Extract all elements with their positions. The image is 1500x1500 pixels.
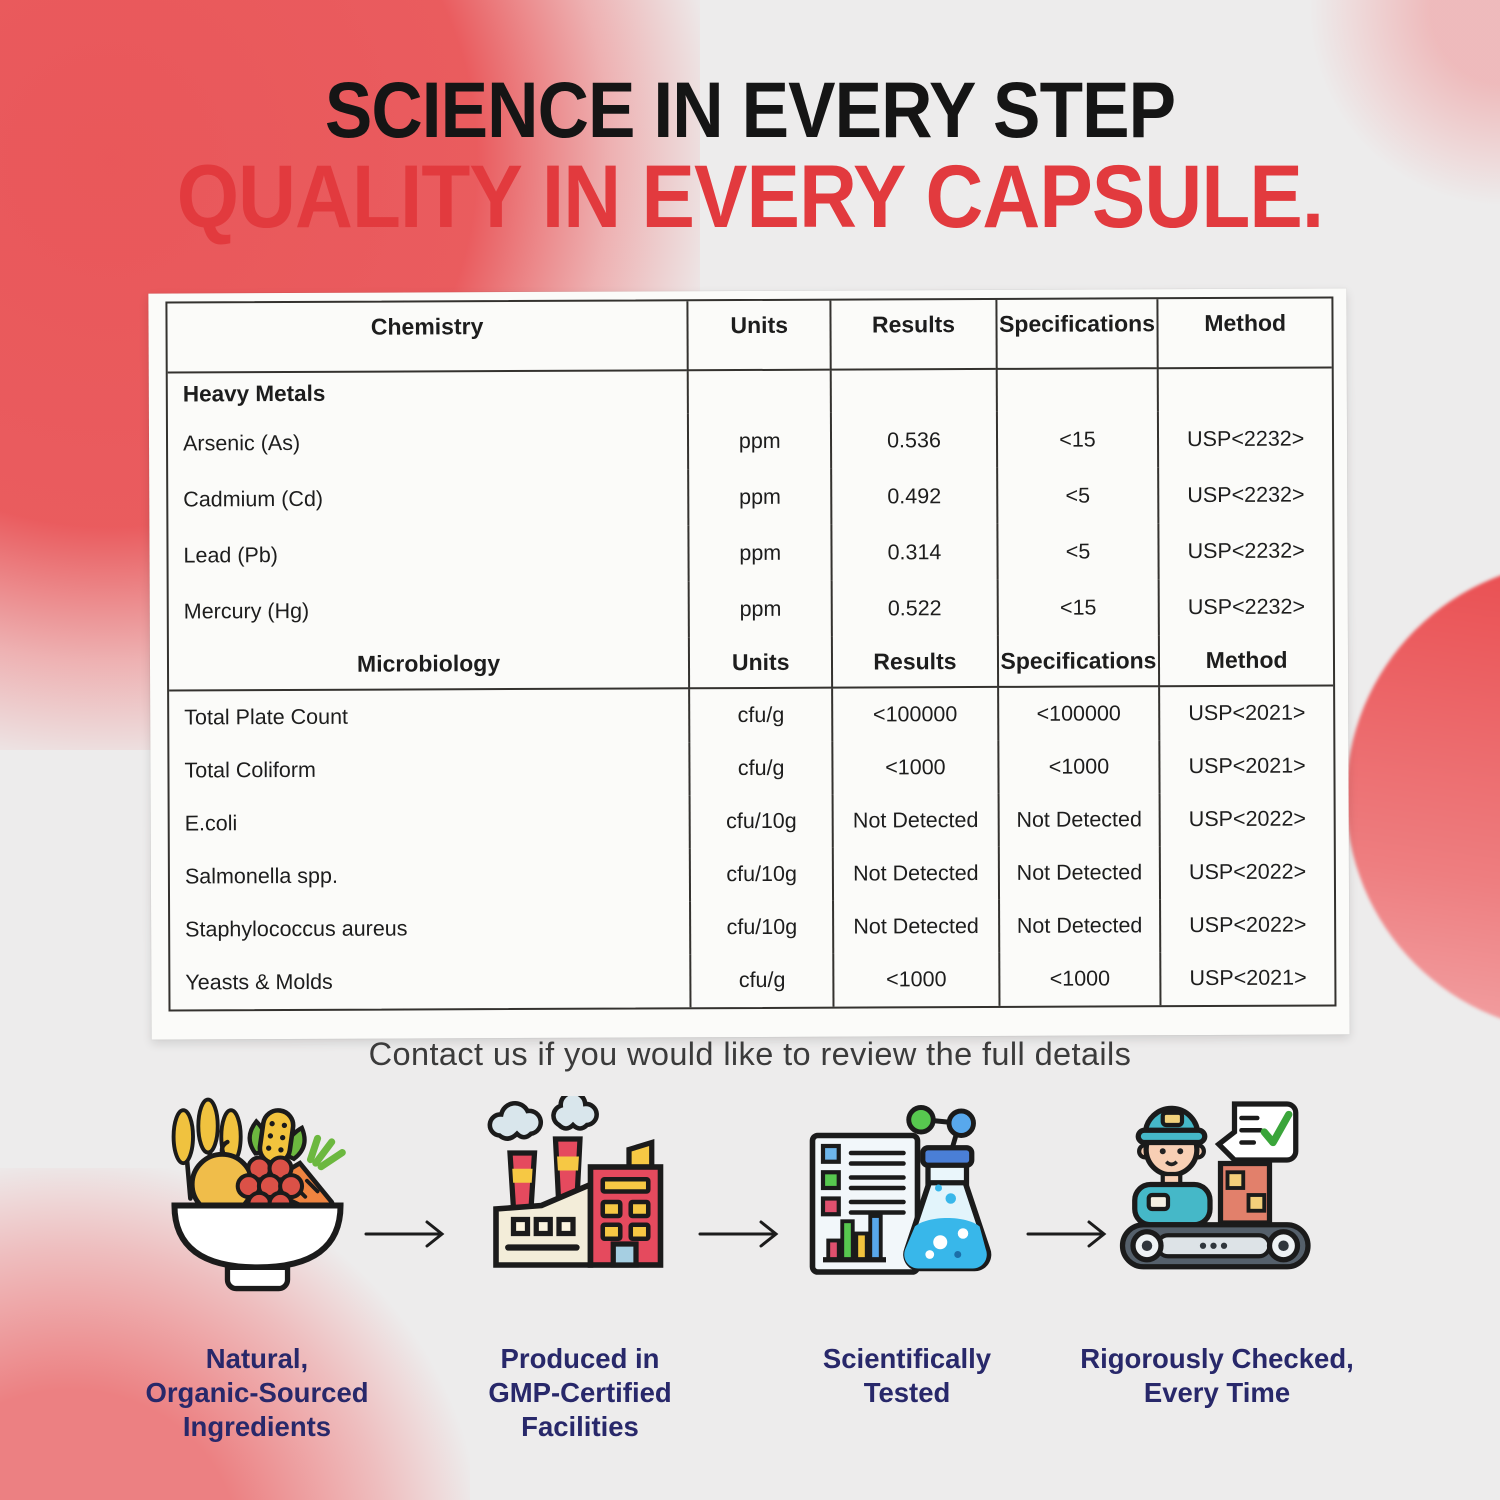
step-scientifically-tested: Scientifically Tested: [762, 1096, 1052, 1410]
table-cell: Mercury (Hg): [183, 598, 310, 623]
table-cell: cfu/g: [689, 953, 833, 1008]
table-group-label: [830, 369, 996, 413]
table-cell: 0.314: [830, 523, 997, 581]
table-cell: 0.536: [830, 411, 996, 469]
table-group-label: [686, 370, 831, 414]
table-cell: cfu/10g: [688, 847, 833, 902]
table-group-label: [995, 369, 1158, 412]
table-header-cell: Units: [686, 300, 831, 372]
table-cell: <5: [995, 523, 1159, 580]
step-gmp-facilities: Produced in GMP-Certified Facilities: [435, 1096, 725, 1444]
lab-report-paper: Chemistry Units Results Specifications Metho…: [148, 288, 1350, 1040]
table-cell: USP<2021>: [1158, 686, 1334, 741]
table-cell: <1000: [832, 952, 999, 1007]
table-cell: Not Detected: [832, 899, 998, 954]
table-header-cell: Method: [1158, 634, 1334, 688]
table-cell: USP<2021>: [1159, 951, 1335, 1006]
arrow-icon: [1026, 1220, 1107, 1248]
qc-results-table: Chemistry Units Results Specifications Metho…: [165, 296, 1337, 1012]
table-header-cell: Results: [831, 635, 997, 689]
table-cell: ppm: [687, 412, 831, 470]
table-cell: USP<2022>: [1158, 792, 1334, 847]
headline-line2: QUALITY IN EVERY CAPSULE.: [176, 146, 1324, 246]
table-cell: Yeasts & Molds: [185, 969, 333, 995]
table-cell: Salmonella spp.: [184, 863, 338, 889]
table-header-cell: Chemistry: [167, 301, 687, 374]
arrow-icon: [364, 1220, 445, 1248]
quality-inspection-icon: [1062, 1096, 1372, 1308]
table-cell: USP<2022>: [1159, 845, 1334, 900]
table-cell: <100000: [996, 687, 1159, 741]
step-natural-ingredients: Natural, Organic-Sourced Ingredients: [112, 1096, 402, 1444]
table-group-label: [1157, 368, 1332, 412]
table-cell: Cadmium (Cd): [183, 486, 324, 511]
table-cell: <100000: [831, 687, 997, 742]
table-cell: Not Detected: [832, 846, 998, 901]
table-cell: 0.492: [830, 467, 996, 525]
table-cell: cfu/10g: [689, 900, 833, 955]
table-cell: Not Detected: [831, 793, 998, 848]
contact-note: Contact us if you would like to review t…: [368, 1036, 1132, 1072]
table-cell: Lead (Pb): [183, 542, 278, 567]
table-cell: Arsenic (As): [182, 430, 301, 455]
table-cell: USP<2232>: [1157, 410, 1333, 468]
table-cell: <1000: [997, 952, 1160, 1006]
table-cell: Total Coliform: [184, 757, 316, 783]
table-cell: ppm: [687, 524, 831, 582]
table-cell: E.coli: [184, 811, 238, 836]
table-cell: Total Plate Count: [184, 704, 349, 730]
table-cell: Not Detected: [997, 899, 1160, 953]
table-cell: USP<2232>: [1157, 466, 1333, 524]
produce-bowl-icon: [112, 1096, 402, 1308]
table-group-label: Heavy Metals: [182, 380, 326, 407]
step-label: Natural, Organic-Sourced Ingredients: [145, 1343, 369, 1443]
table-cell: ppm: [687, 580, 832, 638]
factory-icon: [435, 1096, 725, 1308]
table-header-cell: Microbiology: [168, 637, 689, 692]
table-cell: Not Detected: [997, 846, 1160, 900]
table-cell: USP<2021>: [1158, 739, 1334, 794]
table-header-cell: Results: [829, 299, 996, 371]
table-header-cell: Specifications: [996, 635, 1159, 688]
table-cell: cfu/g: [688, 741, 832, 796]
step-label: Produced in GMP-Certified Facilities: [488, 1343, 672, 1443]
table-cell: USP<2022>: [1159, 898, 1335, 953]
table-cell: ppm: [687, 468, 831, 526]
step-label: Scientifically Tested: [822, 1343, 992, 1409]
table-cell: <1000: [996, 740, 1159, 794]
table-cell: USP<2232>: [1157, 522, 1333, 580]
table-header-cell: Units: [688, 636, 832, 690]
step-label: Rigorously Checked, Every Time: [1080, 1343, 1354, 1409]
right-red-circle: [1346, 561, 1500, 1033]
table-cell: <5: [995, 467, 1158, 524]
step-rigorously-checked: Rigorously Checked, Every Time: [1062, 1096, 1372, 1410]
table-cell: <15: [996, 579, 1159, 636]
table-cell: cfu/g: [688, 688, 832, 743]
table-header-cell: Specifications: [995, 299, 1158, 370]
table-header-cell: Method: [1156, 298, 1332, 370]
table-cell: cfu/10g: [688, 794, 833, 849]
table-cell: Not Detected: [997, 793, 1160, 847]
table-cell: USP<2232>: [1158, 578, 1333, 636]
table-cell: 0.522: [830, 579, 997, 637]
table-cell: <15: [995, 411, 1158, 468]
arrow-icon: [698, 1220, 779, 1248]
lab-testing-icon: [762, 1096, 1052, 1308]
table-cell: Staphylococcus aureus: [185, 916, 408, 942]
table-cell: <1000: [831, 740, 998, 795]
headline-line1: SCIENCE IN EVERY STEP: [324, 65, 1176, 154]
